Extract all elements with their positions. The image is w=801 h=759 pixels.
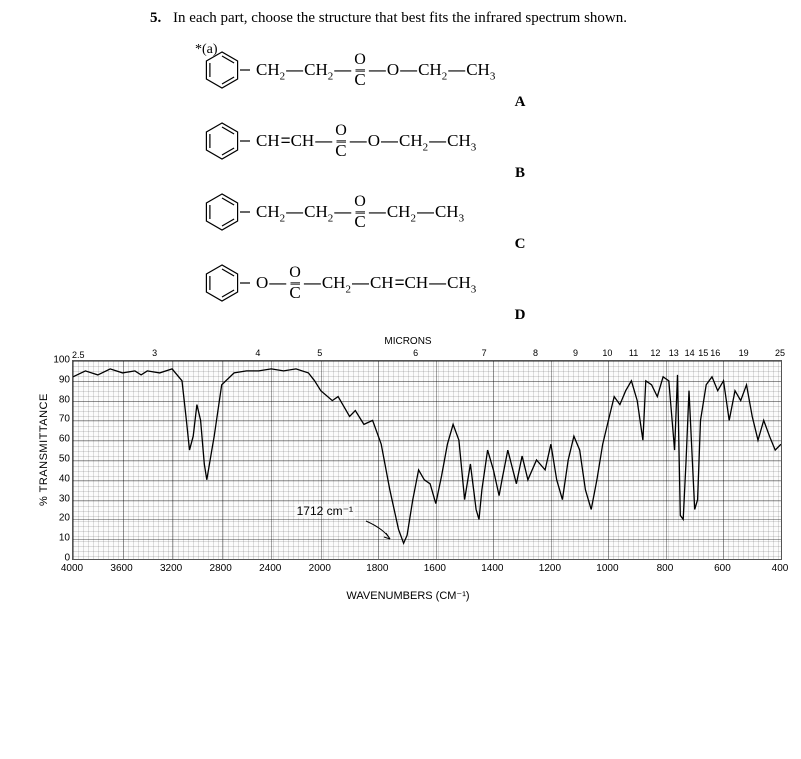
ytick: 20 — [52, 513, 70, 524]
ytick: 90 — [52, 374, 70, 385]
structure-formula: CH=CH— O| |C —O—CH2—CH3 — [256, 125, 476, 157]
xtick: 3200 — [160, 563, 182, 574]
carbonyl-group: O| |C — [335, 125, 347, 157]
xtick: 1600 — [424, 563, 446, 574]
micron-tick: 5 — [317, 348, 322, 358]
benzene-ring-icon — [200, 261, 252, 305]
xtick: 2000 — [309, 563, 331, 574]
carbonyl-group: O| |C — [289, 267, 301, 299]
y-top-extra: 2.5 — [72, 350, 85, 360]
micron-tick: 12 — [650, 348, 660, 358]
structure-options: CH2—CH2— O| |C —O—CH2—CH3 A CH=CH— O| |C … — [200, 48, 781, 324]
structure-formula: CH2—CH2— O| |C —CH2—CH3 — [256, 196, 464, 228]
xtick: 2400 — [259, 563, 281, 574]
structure-formula: CH2—CH2— O| |C —O—CH2—CH3 — [256, 54, 495, 86]
micron-tick: 10 — [602, 348, 612, 358]
question-number: 5. — [150, 10, 161, 26]
benzene-ring-icon — [200, 119, 252, 163]
benzene-ring-icon — [200, 48, 252, 92]
spectrum-top-title: MICRONS — [384, 336, 431, 347]
structure-label: C — [510, 236, 530, 253]
ytick: 70 — [52, 414, 70, 425]
ytick: 0 — [52, 553, 70, 564]
question-text: In each part, choose the structure that … — [173, 10, 627, 26]
micron-tick: 11 — [629, 348, 638, 358]
xtick: 4000 — [61, 563, 83, 574]
peak-label: 1712 cm⁻¹ — [295, 504, 355, 518]
benzene-ring-icon — [200, 190, 252, 234]
xtick: 400 — [772, 563, 789, 574]
xtick: 3600 — [110, 563, 132, 574]
structure-label: D — [510, 307, 530, 324]
structure-formula: O— O| |C —CH2—CH=CH—CH3 — [256, 267, 476, 299]
xtick: 1400 — [481, 563, 503, 574]
xtick: 2800 — [210, 563, 232, 574]
structure-A: CH2—CH2— O| |C —O—CH2—CH3 — [200, 48, 781, 92]
structure-D: O— O| |C —CH2—CH=CH—CH3 — [200, 261, 781, 305]
ytick: 60 — [52, 434, 70, 445]
ir-spectrum: MICRONS % TRANSMITTANCE 1712 cm⁻¹ WAVENU… — [28, 342, 788, 602]
micron-tick: 3 — [152, 348, 157, 358]
micron-tick: 9 — [573, 348, 578, 358]
micron-tick: 8 — [533, 348, 538, 358]
ytick: 10 — [52, 533, 70, 544]
carbonyl-group: O| |C — [354, 196, 366, 228]
xtick: 1800 — [366, 563, 388, 574]
structure-label: A — [510, 94, 530, 111]
micron-tick: 14 — [685, 348, 695, 358]
xtick: 1000 — [596, 563, 618, 574]
structure-B: CH=CH— O| |C —O—CH2—CH3 — [200, 119, 781, 163]
ytick: 50 — [52, 454, 70, 465]
xtick: 1200 — [539, 563, 561, 574]
ytick: 80 — [52, 394, 70, 405]
xtick: 800 — [657, 563, 674, 574]
ytick: 30 — [52, 493, 70, 504]
micron-tick: 19 — [739, 348, 749, 358]
micron-tick: 15 — [698, 348, 708, 358]
structure-C: CH2—CH2— O| |C —CH2—CH3 — [200, 190, 781, 234]
spectrum-plot-area: 1712 cm⁻¹ — [72, 360, 782, 560]
micron-tick: 6 — [413, 348, 418, 358]
ytick: 40 — [52, 473, 70, 484]
micron-tick: 25 — [775, 348, 785, 358]
micron-tick: 7 — [482, 348, 487, 358]
micron-tick: 4 — [255, 348, 260, 358]
micron-tick: 16 — [710, 348, 720, 358]
question-line: 5. In each part, choose the structure th… — [150, 10, 781, 27]
micron-tick: 13 — [669, 348, 679, 358]
carbonyl-group: O| |C — [354, 54, 366, 86]
ytick: 100 — [52, 355, 70, 366]
xtick: 600 — [714, 563, 731, 574]
structure-label: B — [510, 165, 530, 182]
spectrum-xlabel: WAVENUMBERS (CM⁻¹) — [346, 589, 469, 602]
